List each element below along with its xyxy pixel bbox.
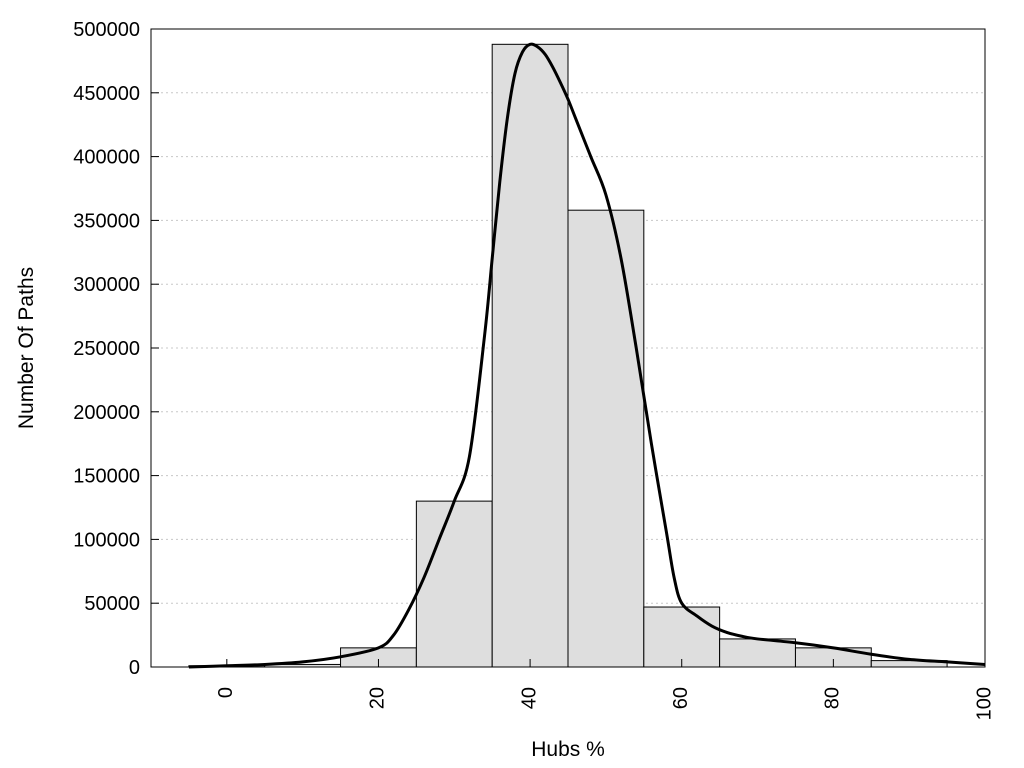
histogram-bar <box>643 606 721 668</box>
density-curve-line <box>188 42 986 669</box>
y-tick-label: 300000 <box>73 274 140 296</box>
y-tick-label: 100000 <box>73 529 140 551</box>
density-curve <box>188 42 986 669</box>
y-axis-title: Number Of Paths <box>15 267 38 429</box>
axis-ticks: 0 50000 100000 150000 200000 250000 300000 3500… <box>73 19 995 720</box>
y-tick-label: 200000 <box>73 402 140 424</box>
x-tick-label: 20 <box>367 687 389 709</box>
x-tick-label: 60 <box>670 687 692 709</box>
x-tick-label: 0 <box>215 687 237 698</box>
y-tick-label: 350000 <box>73 210 140 232</box>
y-tick-label: 250000 <box>73 338 140 360</box>
x-axis-title: Hubs % <box>531 738 605 761</box>
histogram-bar <box>719 638 796 668</box>
histogram-bars <box>188 43 948 668</box>
y-tick-label: 450000 <box>73 83 140 105</box>
histogram-bar <box>567 209 645 668</box>
y-tick-label: 150000 <box>73 466 140 488</box>
x-tick-label: 80 <box>822 687 844 709</box>
x-tick-label: 40 <box>518 687 540 709</box>
histogram-bar <box>415 500 493 668</box>
y-tick-label: 400000 <box>73 147 140 169</box>
y-tick-label: 0 <box>129 657 140 679</box>
y-tick-label: 50000 <box>84 593 140 615</box>
y-tick-label: 500000 <box>73 19 140 41</box>
x-tick-label: 100 <box>973 687 995 720</box>
